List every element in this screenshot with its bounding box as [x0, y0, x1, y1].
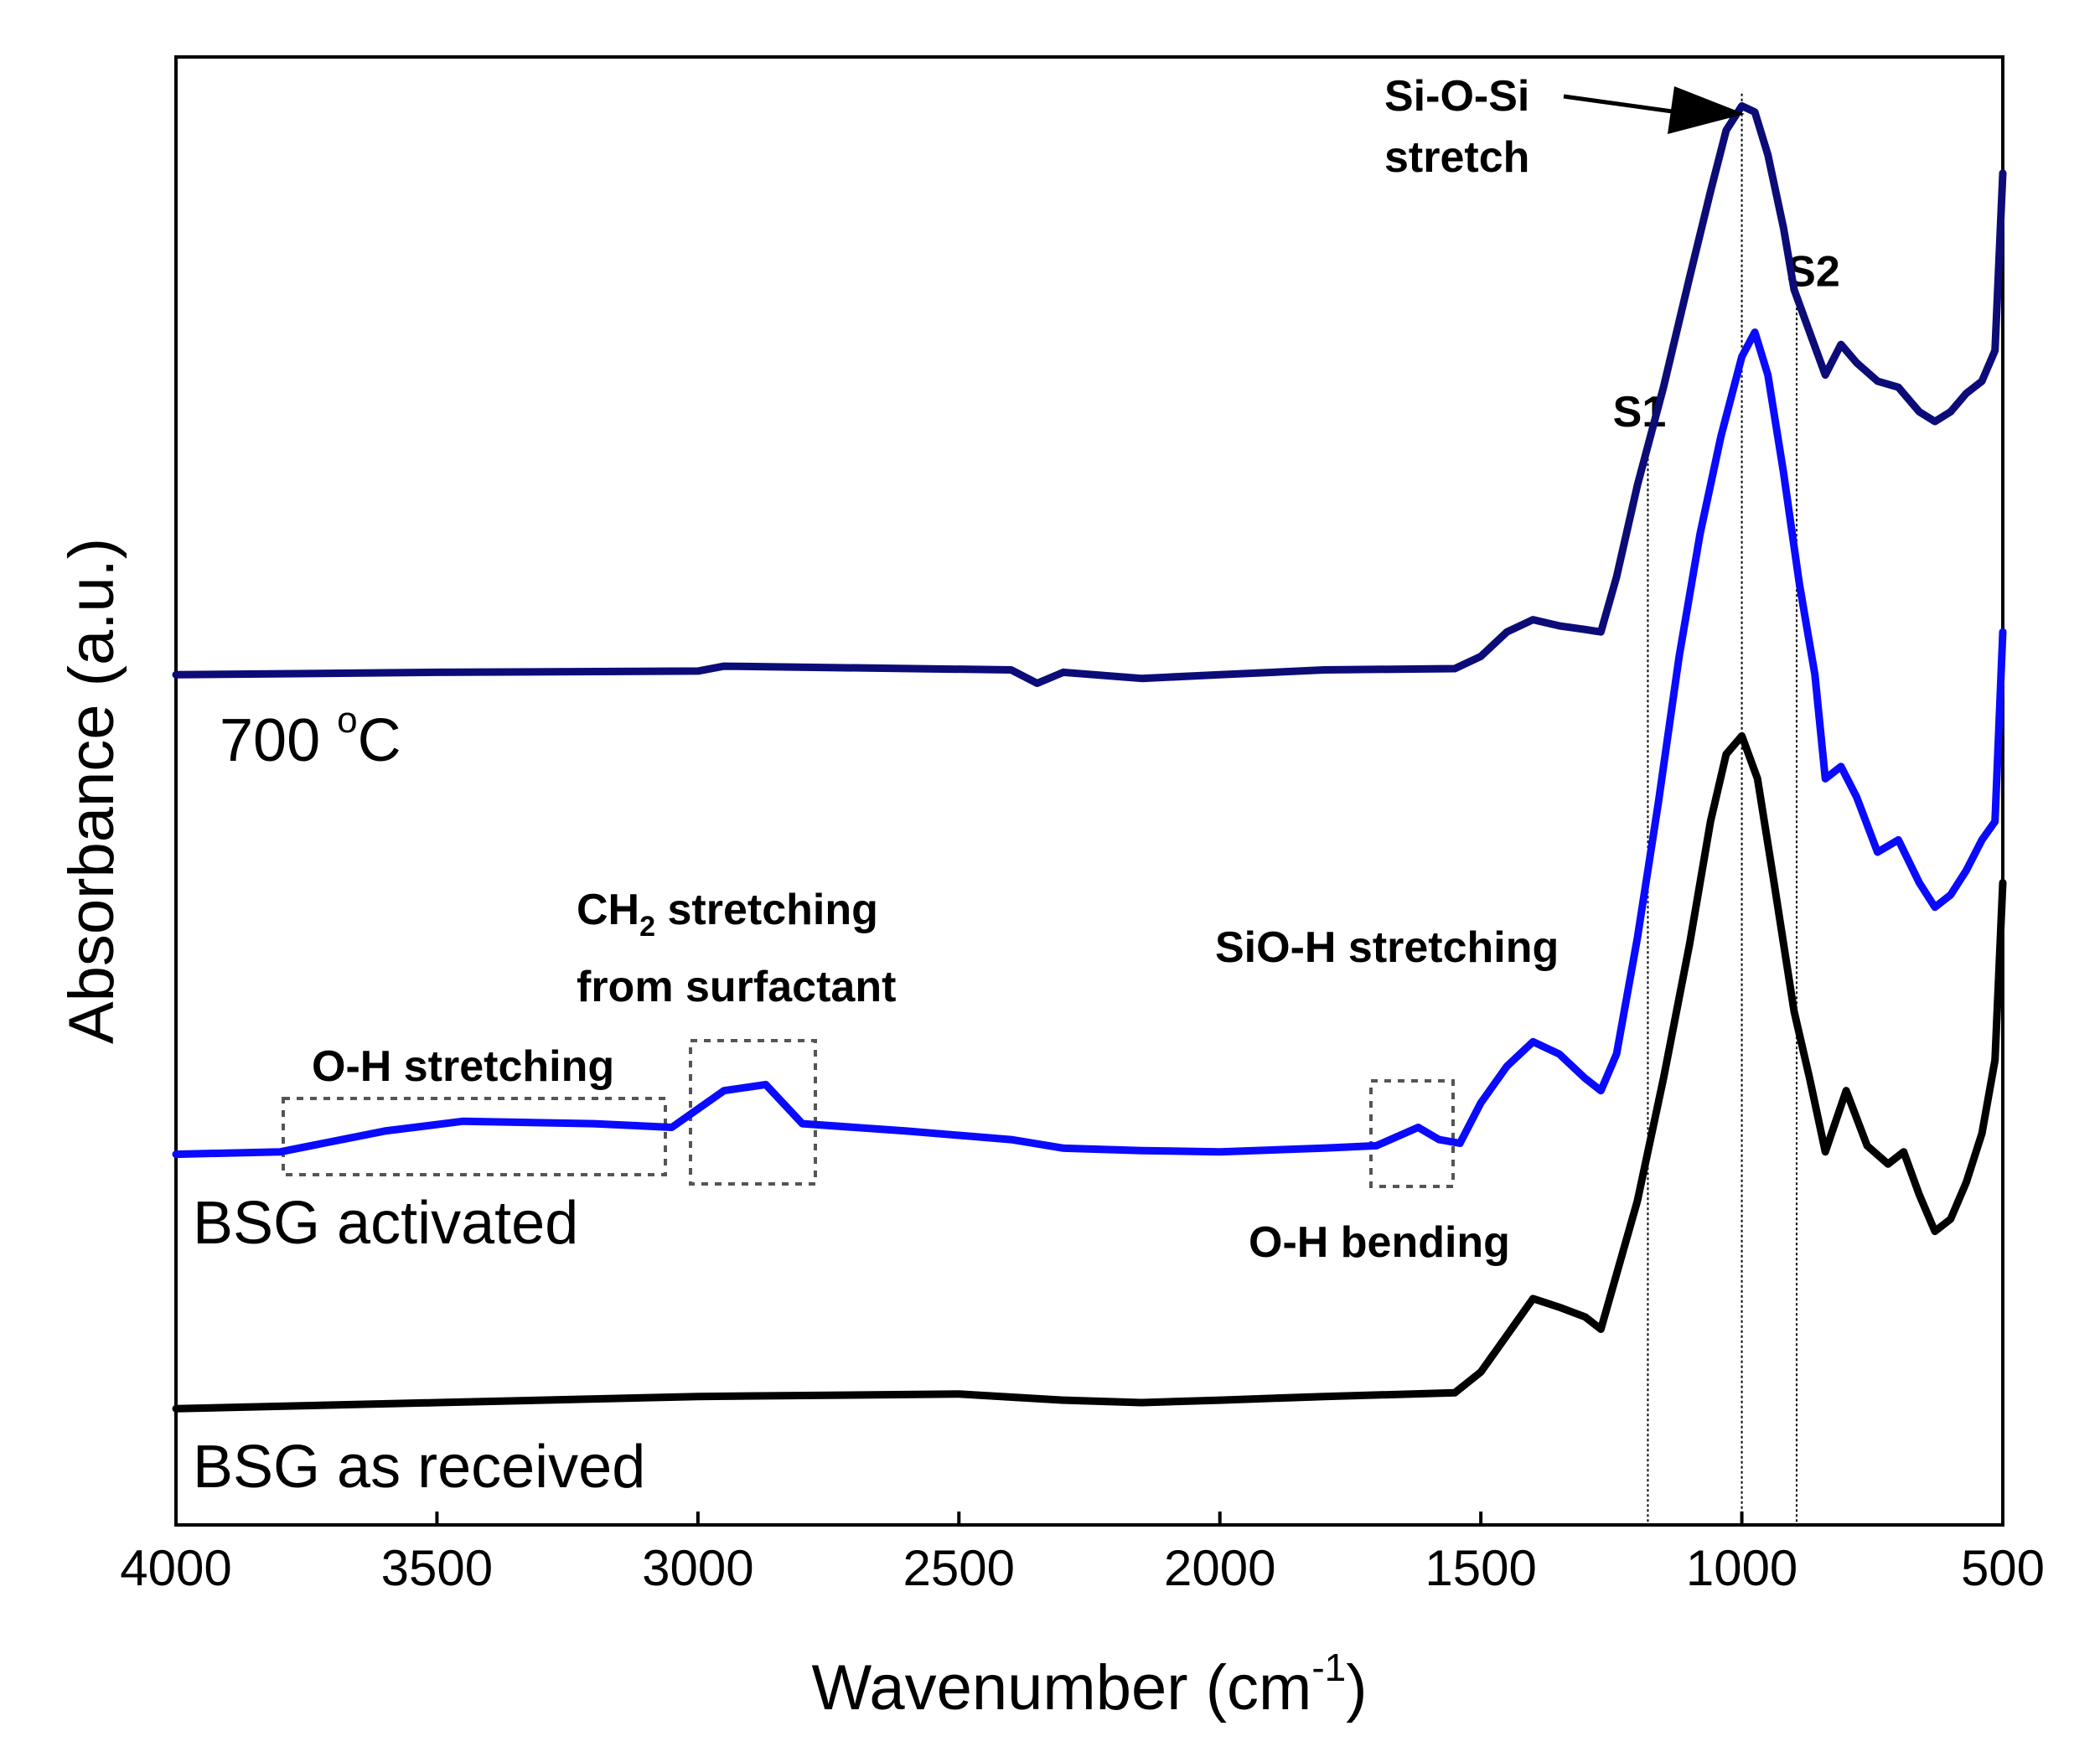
oh-bending-label: O-H bending [1249, 1218, 1510, 1267]
x-tick-label: 1500 [1425, 1540, 1536, 1596]
oh-stretching-box [282, 1097, 667, 1176]
si-o-si-arrow [1563, 86, 1745, 134]
spectra-series [172, 101, 2007, 1413]
x-tick-label: 4000 [120, 1540, 231, 1596]
x-tick-label: 2000 [1164, 1540, 1275, 1596]
series-label-bsg-activated: BSG activated [193, 1190, 578, 1257]
ch2-label-line2: from surfactant [577, 963, 896, 1011]
ch2-label-rest: stretching [655, 886, 878, 934]
x-axis-title: Wavenumber (cm-1) [811, 1646, 1367, 1724]
series-line-bsg-activated [172, 328, 2007, 1159]
ch2-label-line1: CH2 stretching [577, 886, 878, 943]
series-label-700c-end: C [358, 707, 401, 774]
x-axis-title-end: ) [1346, 1652, 1367, 1724]
x-axis-title-main: Wavenumber (cm [811, 1652, 1311, 1724]
x-tick-label: 500 [1961, 1540, 2045, 1596]
series-label-700c-main: 700 [220, 707, 337, 774]
sio-h-stretching-label: SiO-H stretching [1215, 923, 1559, 972]
x-tick-label: 3000 [642, 1540, 753, 1596]
si-o-si-label-line1: Si-O-Si [1384, 72, 1529, 121]
x-axis-ticks: 4000 3500 3000 2500 2000 1500 1000 500 [120, 1512, 2045, 1596]
series-label-700c: 700 oC [220, 700, 401, 774]
x-tick-label: 3500 [381, 1540, 493, 1596]
series-label-bsg-as-received: BSG as received [193, 1434, 645, 1501]
series-line-700-c [172, 101, 2007, 687]
x-tick-label: 1000 [1686, 1540, 1797, 1596]
y-axis-title: Absorbance (a.u.) [56, 538, 127, 1044]
oh-stretching-label: O-H stretching [312, 1042, 614, 1091]
series-line-bsg-as-received [172, 731, 2007, 1413]
plot-frame [174, 55, 2004, 1527]
series-label-700c-sup: o [337, 700, 357, 741]
ch2-label-main: CH [577, 886, 639, 934]
x-axis-title-sup: -1 [1311, 1646, 1346, 1689]
x-tick-label: 2500 [903, 1540, 1015, 1596]
oh-bending-box [1369, 1079, 1455, 1188]
ch2-label-sub: 2 [639, 911, 655, 943]
si-o-si-label-line2: stretch [1384, 133, 1529, 182]
